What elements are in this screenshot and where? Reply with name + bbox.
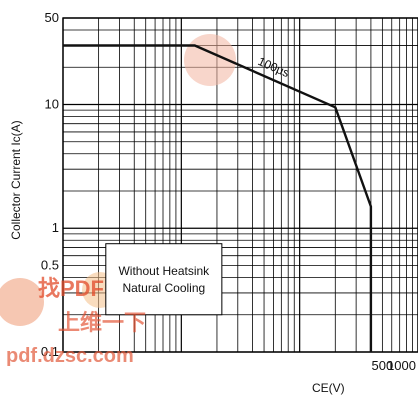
x-tick-label: 500 xyxy=(372,358,394,373)
watermark-url: pdf.dzsc.com xyxy=(6,345,134,367)
y-tick-label: 0.1 xyxy=(41,344,59,359)
grid xyxy=(62,17,418,353)
x-axis-label: CE(V) xyxy=(312,381,345,395)
y-tick-label: 50 xyxy=(45,10,59,25)
series-line-100us xyxy=(63,44,373,352)
annotation-line-1: Without Heatsink xyxy=(118,264,210,278)
watermark-text-2: 上维一下 xyxy=(58,310,146,335)
y-tick-label: 0.5 xyxy=(41,258,59,273)
y-tick-label: 1 xyxy=(52,220,59,235)
annotation-line-2: Natural Cooling xyxy=(122,281,205,295)
watermark-text-1: 找PDF xyxy=(38,276,104,301)
annotation-box-group: Without Heatsink Natural Cooling xyxy=(105,243,223,316)
plot-frame xyxy=(62,17,418,353)
x-tick-label: 1000 xyxy=(387,358,416,373)
watermark-bottom-band xyxy=(0,372,300,398)
y-axis-label: Collector Current Ic(A) xyxy=(9,120,23,239)
y-tick-label: 10 xyxy=(45,96,59,111)
annotation-box xyxy=(105,243,223,316)
watermark-seal-left xyxy=(0,278,44,326)
